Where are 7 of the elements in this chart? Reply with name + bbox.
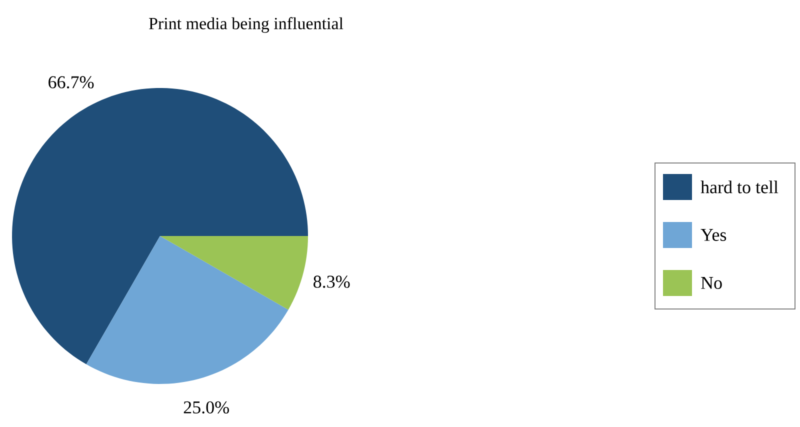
data-label: 25.0% [184,401,229,414]
legend-label: No [701,276,722,289]
data-label: 8.3% [314,276,350,288]
legend-label: Yes [700,228,726,241]
data-label: 66.7% [48,76,94,88]
legend-label: hard to tell [700,180,778,194]
chart-title: Print media being influential [149,17,344,33]
